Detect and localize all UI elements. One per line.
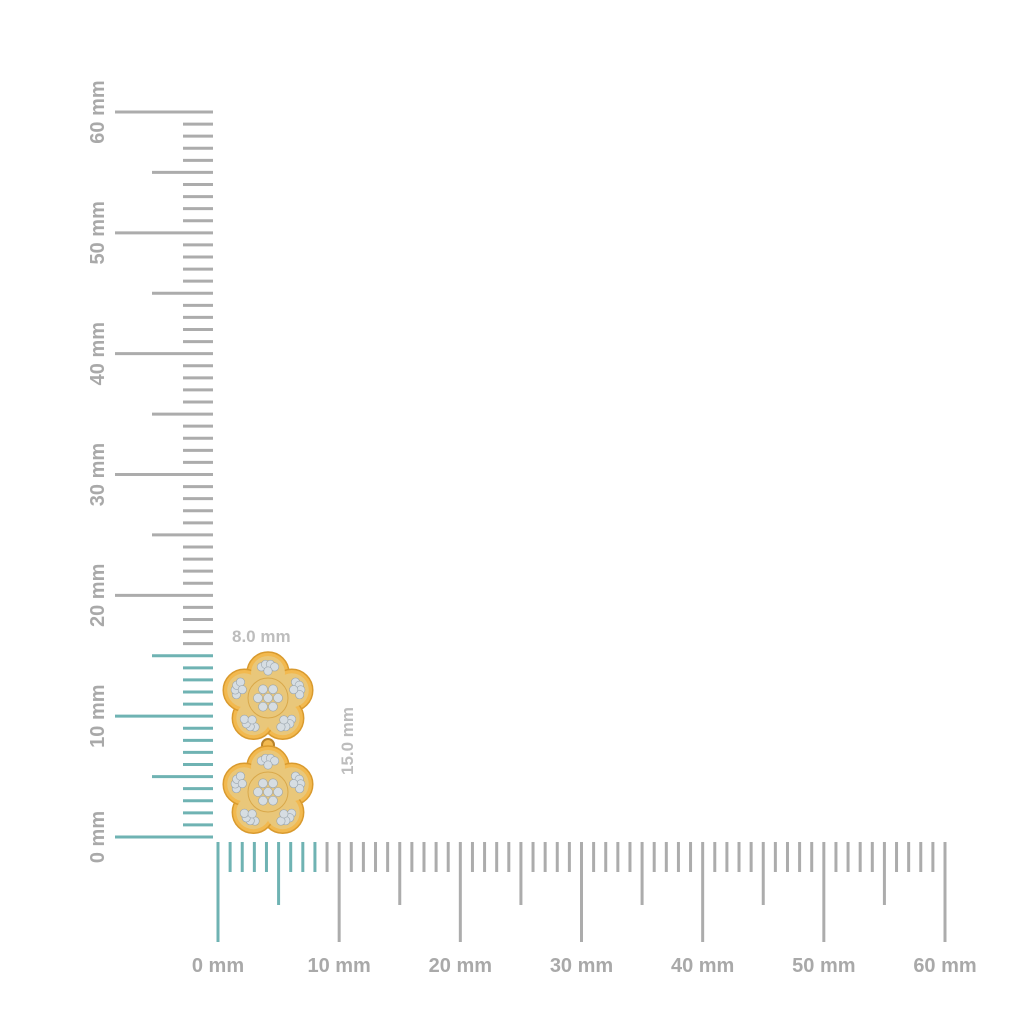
horizontal-label: 40 mm: [671, 955, 734, 977]
vertical-label: 10 mm: [87, 684, 109, 747]
vertical-ruler-labels: 0 mm 10 mm 20 mm 30 mm 40 mm 50 mm 60 mm: [87, 80, 109, 863]
horizontal-label: 60 mm: [913, 955, 976, 977]
flower-charm: [222, 745, 314, 834]
vertical-label: 40 mm: [87, 322, 109, 385]
vertical-label: 20 mm: [87, 564, 109, 627]
horizontal-label: 50 mm: [792, 955, 855, 977]
vertical-label: 50 mm: [87, 201, 109, 264]
horizontal-ruler-labels: 0 mm 10 mm 20 mm 30 mm 40 mm 50 mm 60 mm: [192, 955, 977, 977]
flower-charm: [222, 651, 314, 740]
horizontal-label: 30 mm: [550, 955, 613, 977]
vertical-label: 60 mm: [87, 80, 109, 143]
horizontal-ruler: [216, 842, 947, 942]
horizontal-label: 0 mm: [192, 955, 244, 977]
height-dimension-label: 15.0 mm: [338, 707, 357, 775]
vertical-ruler: [115, 110, 213, 839]
horizontal-label: 10 mm: [307, 955, 370, 977]
vertical-label: 0 mm: [87, 811, 109, 863]
vertical-label: 30 mm: [87, 443, 109, 506]
horizontal-label: 20 mm: [429, 955, 492, 977]
flower-earring-image: [222, 651, 314, 834]
width-dimension-label: 8.0 mm: [232, 627, 291, 646]
